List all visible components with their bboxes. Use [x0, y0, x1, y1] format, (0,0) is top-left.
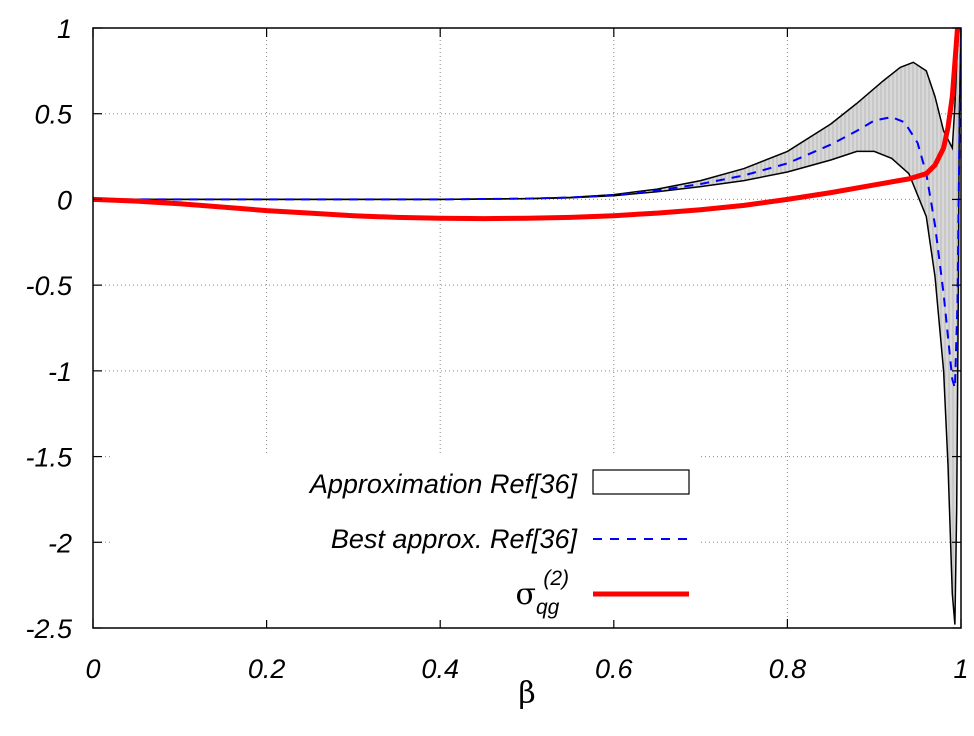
y-tick-label: -2	[48, 528, 72, 558]
legend-red-subscript: qg	[536, 596, 560, 619]
plot-frame	[92, 27, 962, 629]
legend: Approximation Ref[36] Best approx. Ref[3…	[110, 455, 700, 620]
legend-red-symbol: σ	[515, 577, 535, 612]
tick-marks	[92, 27, 962, 629]
legend-label-dashed: Best approx. Ref[36]	[331, 524, 579, 554]
x-axis-label: β	[518, 676, 535, 711]
y-tick-label: -1.5	[25, 443, 73, 473]
legend-label-red: σqg (2)	[515, 567, 569, 619]
x-tick-label: 0.6	[595, 654, 634, 684]
x-tick-label: 0.8	[769, 654, 807, 684]
y-tick-label: 0	[57, 185, 72, 215]
x-tick-label: 0.4	[421, 654, 459, 684]
y-tick-labels: 1 0.5 0 -0.5 -1 -1.5 -2 -2.5	[25, 14, 73, 644]
best-approx-line	[93, 28, 961, 389]
y-tick-label: -2.5	[25, 614, 73, 644]
x-tick-label: 0.2	[248, 654, 286, 684]
legend-red-superscript: (2)	[543, 567, 569, 590]
y-tick-label: 1	[57, 14, 72, 44]
legend-label-band: Approximation Ref[36]	[308, 469, 579, 499]
x-tick-label: 0	[85, 654, 100, 684]
sigma-qg-line	[93, 28, 960, 222]
legend-swatch-band	[592, 469, 690, 495]
x-tick-labels: 0 0.2 0.4 0.6 0.8 1	[85, 654, 968, 684]
y-tick-label: 0.5	[34, 100, 73, 130]
band-area	[93, 28, 961, 625]
x-tick-label: 1	[953, 654, 968, 684]
y-tick-label: -1	[48, 357, 72, 387]
y-tick-label: -0.5	[25, 271, 73, 301]
plot-area	[93, 28, 961, 625]
